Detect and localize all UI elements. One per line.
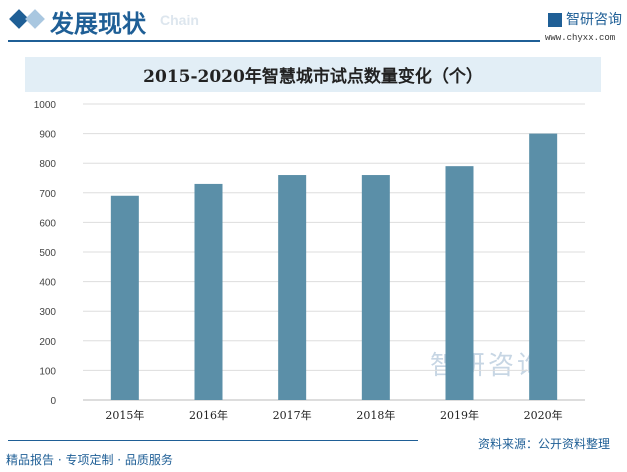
chart-title: 2015-2020年智慧城市试点数量变化（个） — [25, 57, 601, 92]
y-tick-label: 0 — [50, 396, 56, 407]
x-tick-label: 2017年 — [273, 408, 312, 422]
y-tick-label: 100 — [39, 366, 56, 377]
x-tick-label: 2020年 — [524, 408, 563, 422]
y-tick-label: 900 — [39, 130, 56, 141]
footer-divider — [8, 440, 418, 441]
y-tick-label: 300 — [39, 307, 56, 318]
bar — [445, 166, 474, 400]
brand-logo-icon — [548, 13, 562, 27]
brand-url: www.chyxx.com — [545, 33, 616, 43]
source-note: 资料来源：公开资料整理 — [478, 437, 611, 451]
bar — [194, 183, 223, 400]
x-tick-label: 2019年 — [440, 408, 479, 422]
y-tick-label: 600 — [39, 218, 56, 229]
x-tick-label: 2016年 — [189, 408, 228, 422]
footer-slogan: 精品报告 · 专项定制 · 品质服务 — [6, 453, 173, 467]
y-tick-label: 500 — [39, 248, 56, 259]
brand-name: 智研咨询 — [566, 12, 622, 28]
y-tick-label: 200 — [39, 337, 56, 348]
y-tick-label: 800 — [39, 159, 56, 170]
y-tick-label: 700 — [39, 189, 56, 200]
x-tick-label: 2015年 — [105, 408, 144, 422]
y-tick-label: 400 — [39, 278, 56, 289]
bar — [361, 175, 390, 400]
header-subtitle: Chain — [160, 12, 199, 28]
y-tick-label: 1000 — [34, 100, 57, 111]
header-divider — [8, 40, 540, 42]
bar — [110, 195, 139, 400]
header-title: 发展现状 — [50, 10, 146, 38]
bar — [529, 133, 558, 400]
brand: 智研咨询 — [548, 9, 622, 29]
x-tick-label: 2018年 — [356, 408, 395, 422]
bar — [278, 175, 307, 400]
